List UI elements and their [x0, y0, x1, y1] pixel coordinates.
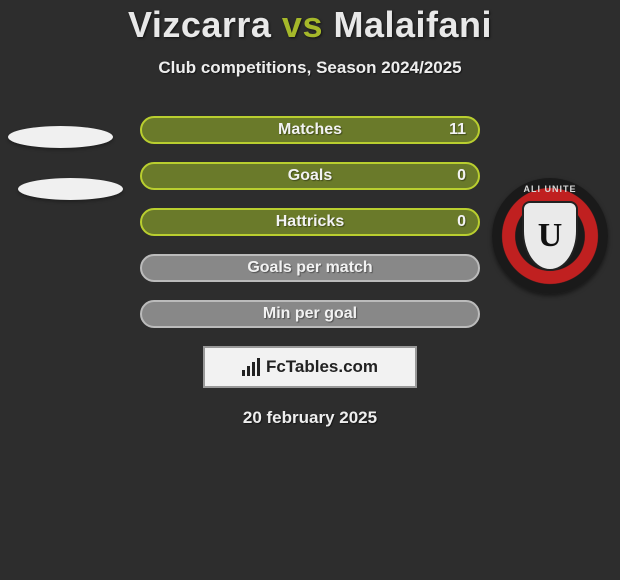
avatar-placeholder-icon [8, 126, 113, 148]
page-title: Vizcarra vs Malaifani [0, 4, 620, 46]
stat-label: Hattricks [276, 213, 344, 231]
stat-label: Min per goal [263, 305, 357, 323]
club-badge-icon: ALI UNITE U [492, 178, 608, 294]
stat-value: 0 [457, 167, 466, 185]
bar-chart-icon [242, 358, 260, 376]
stat-pill: Goals 0 [140, 162, 480, 190]
title-player1: Vizcarra [128, 4, 271, 45]
stat-pill: Min per goal [140, 300, 480, 328]
stat-label: Goals per match [247, 259, 372, 277]
avatar-placeholder-icon [18, 178, 123, 200]
stat-label: Goals [288, 167, 332, 185]
stat-value: 0 [457, 213, 466, 231]
badge-top-text: ALI UNITE [492, 184, 608, 194]
brand-text: FcTables.com [266, 357, 378, 377]
badge-letter: U [538, 217, 563, 255]
stat-label: Matches [278, 121, 342, 139]
stat-pill: Hattricks 0 [140, 208, 480, 236]
stat-row-mpg: Min per goal [0, 300, 620, 328]
date-label: 20 february 2025 [0, 408, 620, 428]
stat-value: 11 [449, 121, 466, 139]
subtitle: Club competitions, Season 2024/2025 [0, 58, 620, 78]
title-player2: Malaifani [333, 4, 492, 45]
badge-shield-icon: U [522, 201, 578, 271]
title-vs: vs [282, 4, 323, 45]
stat-pill: Goals per match [140, 254, 480, 282]
brand-box[interactable]: FcTables.com [203, 346, 417, 388]
stat-pill: Matches 11 [140, 116, 480, 144]
